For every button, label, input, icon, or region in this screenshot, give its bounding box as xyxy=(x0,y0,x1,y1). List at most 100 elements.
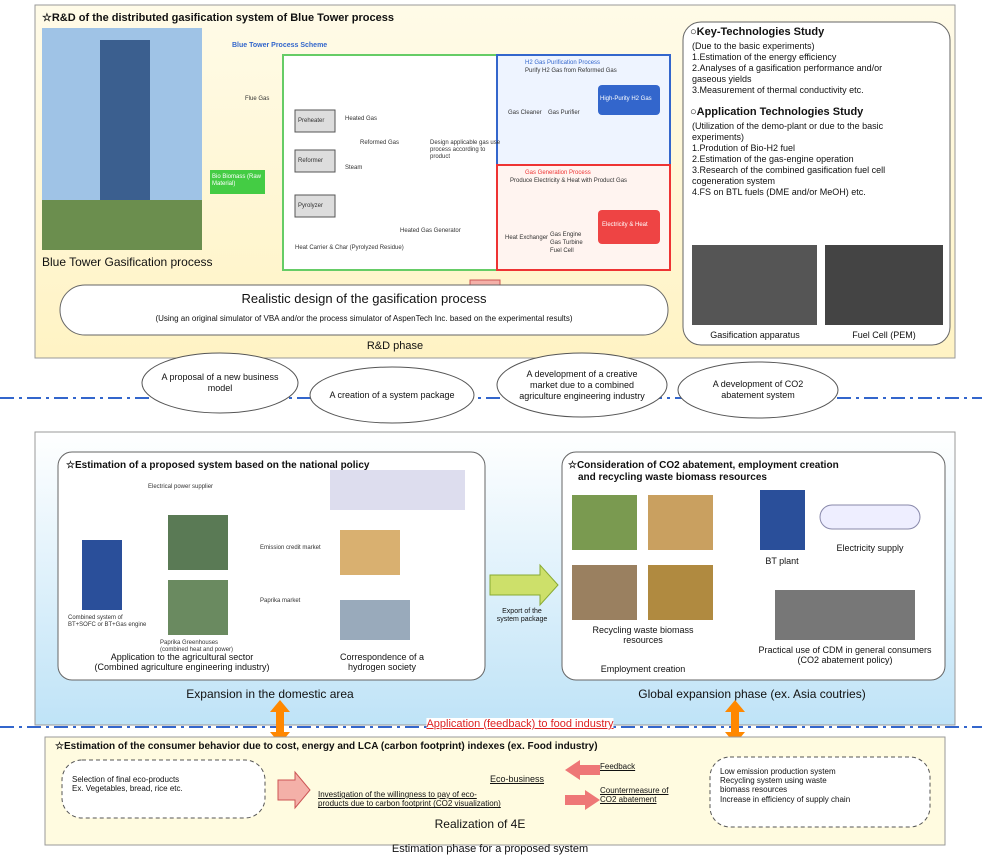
photo-caption: Gasification apparatus xyxy=(710,330,800,340)
line: hydrogen society xyxy=(347,662,417,673)
ground xyxy=(42,200,202,250)
eco: Eco-business xyxy=(490,774,545,784)
phase: Estimation phase for a proposed system xyxy=(391,843,589,855)
arrow xyxy=(277,770,311,810)
label: Combined system of BT+SOFC or BT+Gas eng… xyxy=(68,615,147,628)
label: Electricity & Heat xyxy=(602,222,648,228)
raw-arrow xyxy=(210,170,265,194)
label: Bio Biomass (Raw Material) xyxy=(212,174,262,187)
line: Increase in efficiency of supply chain xyxy=(720,794,851,804)
line: Application to the agricultural sector xyxy=(110,652,254,662)
study-line: 3.Research of the combined gasification … xyxy=(692,165,886,175)
label: Electricity supply xyxy=(836,543,904,553)
title: ☆Estimation of the consumer behavior due… xyxy=(55,741,598,752)
study-line: 2.Analyses of a gasification performance… xyxy=(692,63,883,73)
outcome-line: A creation of a system package xyxy=(329,389,455,400)
label: Flue Gas xyxy=(245,96,270,102)
feedback: Feedback xyxy=(600,762,636,771)
realistic-box xyxy=(59,284,669,336)
photo xyxy=(648,565,713,620)
gen-out xyxy=(598,210,660,244)
bt-system xyxy=(82,540,122,610)
label: Heat Carrier & Char (Pyrolyzed Residue) xyxy=(295,245,404,251)
computer xyxy=(775,590,915,640)
label: Reformer xyxy=(298,158,324,164)
phase: Global expansion phase (ex. Asia coutrie… xyxy=(638,687,866,701)
outcome-line: market due to a combined xyxy=(529,379,635,390)
label: Heated Gas xyxy=(345,116,378,122)
left-ellipse xyxy=(61,759,266,819)
label: Fuel Cell xyxy=(550,248,574,254)
label: Practical use of CDM in general consumer… xyxy=(758,645,931,666)
line: Low emission production system xyxy=(720,767,836,776)
label: Recycling waste biomass resources xyxy=(592,625,693,646)
outcome-line: agriculture engineering industry xyxy=(519,390,645,401)
line: biomass resources xyxy=(720,785,788,795)
right-text: Low emission production system Recycling … xyxy=(720,767,850,804)
line: Recycling waste biomass xyxy=(592,625,694,635)
study-line: 1.Estimation of the energy efficiency xyxy=(692,52,837,62)
export-arrow xyxy=(489,563,559,607)
label: Gas Turbine xyxy=(550,240,583,246)
study-line: cogeneration system xyxy=(692,176,776,186)
photo-caption: Fuel Cell (PEM) xyxy=(852,330,916,340)
label: H2 Gas Purification Process xyxy=(525,60,601,66)
outcome-line: model xyxy=(207,383,233,393)
study-line: 2.Estimation of the gas-engine operation xyxy=(692,154,854,164)
realistic-sub: (Using an original simulator of VBA and/… xyxy=(155,314,573,323)
label: Paprika Greenhouses (combined heat and p… xyxy=(160,640,234,653)
study-title: ○Application Technologies Study xyxy=(690,106,864,118)
title: ☆Consideration of CO2 abatement, employm… xyxy=(568,460,839,483)
counter: Countermeasure of CO2 abatement xyxy=(600,786,668,804)
pyrolyzer xyxy=(294,194,336,218)
realization: Realization of 4E xyxy=(434,817,526,831)
label: Employment creation xyxy=(600,664,686,674)
line: Export of the xyxy=(502,608,542,615)
label: Steam xyxy=(345,165,363,171)
label: Preheater xyxy=(298,118,325,124)
label: Purify H2 Gas from Reformed Gas xyxy=(525,68,617,74)
house xyxy=(340,530,400,575)
label: Electrical power supplier xyxy=(148,484,214,490)
outcome xyxy=(309,366,475,424)
middle-text: Investigation of the willingness to pay … xyxy=(318,790,501,808)
line: Investigation of the willingness to pay … xyxy=(318,790,477,799)
photo-fuel-cell xyxy=(825,245,943,325)
preheater xyxy=(294,109,336,133)
line: products due to carbon footprint (CO2 vi… xyxy=(318,799,501,809)
orange-arrow xyxy=(725,700,745,744)
label: Design applicable gas use process accord… xyxy=(430,140,501,160)
orange-arrow xyxy=(270,700,290,744)
caption: Application to the agricultural sector (C… xyxy=(94,652,269,673)
label: Heat Exchanger xyxy=(505,235,549,241)
label: Gas Engine xyxy=(550,232,582,238)
line: (CO2 abatement policy) xyxy=(797,655,893,666)
greenhouse-photo xyxy=(168,515,228,570)
lamp xyxy=(819,504,921,530)
line: Correspondence of a xyxy=(339,652,425,662)
outcome-line: A development of CO2 xyxy=(712,379,804,389)
title: ☆Estimation of a proposed system based o… xyxy=(66,460,370,471)
line: resources xyxy=(623,635,663,646)
outcome-line: abatement system xyxy=(721,390,795,400)
line: system package xyxy=(496,616,548,624)
outcome-line: A development of a creative xyxy=(526,368,638,379)
line: and recycling waste biomass resources xyxy=(578,471,767,483)
caption: Correspondence of a hydrogen society xyxy=(340,652,424,673)
arrow xyxy=(565,790,600,810)
study-line: 1.Prodution of Bio-H2 fuel xyxy=(692,143,796,153)
station xyxy=(340,600,410,640)
label: Reformed Gas xyxy=(360,140,400,146)
line: ☆Consideration of CO2 abatement, employm… xyxy=(568,460,839,471)
line: Selection of final eco-products xyxy=(72,775,180,784)
arrow xyxy=(565,760,600,780)
line: (Combined agriculture engineering indust… xyxy=(94,662,270,673)
outcome xyxy=(496,352,668,418)
label: Produce Electricity & Heat with Product … xyxy=(510,178,628,184)
export: Export of the system package xyxy=(497,608,548,624)
photo xyxy=(572,495,637,550)
line: Ex. Vegetables, bread, rice etc. xyxy=(72,784,183,794)
label: Emission credit market xyxy=(260,545,321,551)
